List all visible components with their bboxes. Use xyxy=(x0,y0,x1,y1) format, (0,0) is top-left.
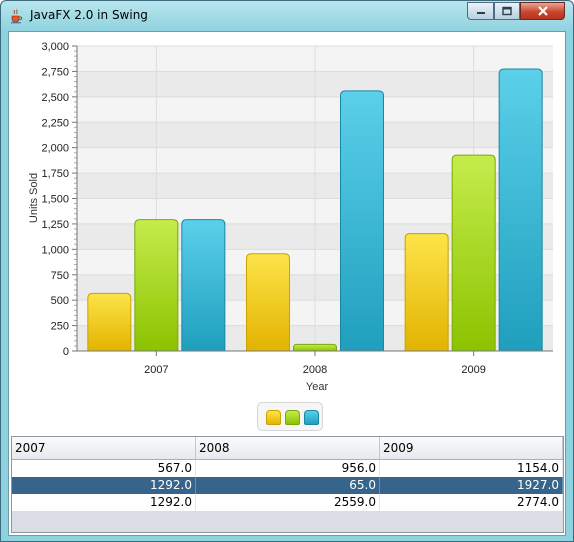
legend-swatch-series-2 xyxy=(285,410,300,425)
table-row[interactable]: 567.0 956.0 1154.0 xyxy=(12,460,563,477)
y-axis-title: Units Sold xyxy=(28,173,40,223)
x-axis-title: Year xyxy=(306,381,329,393)
legend-swatch-series-3 xyxy=(304,410,319,425)
bar xyxy=(134,219,179,352)
y-tick-label: 750 xyxy=(51,270,69,282)
table-cell[interactable]: 2559.0 xyxy=(196,494,380,511)
table-cell[interactable]: 65.0 xyxy=(196,477,380,494)
minimize-button[interactable] xyxy=(467,2,494,20)
table-cell[interactable]: 1154.0 xyxy=(380,460,563,477)
table-cell[interactable]: 1292.0 xyxy=(12,494,196,511)
bar xyxy=(451,154,496,352)
bar xyxy=(246,253,290,352)
table-header: 2007 2008 2009 xyxy=(12,437,563,460)
data-table[interactable]: 2007 2008 2009 567.0 956.0 1154.0 1292.0… xyxy=(11,436,564,533)
java-cup-icon xyxy=(11,9,23,24)
bar-series xyxy=(87,68,543,352)
close-icon xyxy=(537,6,548,16)
bar xyxy=(293,343,337,352)
table-cell[interactable]: 1927.0 xyxy=(380,477,563,494)
table-cell[interactable]: 956.0 xyxy=(196,460,380,477)
y-tick-label: 250 xyxy=(51,321,69,333)
bar xyxy=(181,219,226,352)
maximize-button[interactable] xyxy=(494,2,520,20)
table-cell[interactable]: 1292.0 xyxy=(12,477,196,494)
column-header-2007[interactable]: 2007 xyxy=(12,437,196,459)
y-tick-label: 1,750 xyxy=(41,168,69,180)
x-tick-label: 2007 xyxy=(144,364,168,376)
y-tick-label: 500 xyxy=(51,295,69,307)
column-header-2008[interactable]: 2008 xyxy=(196,437,380,459)
title-bar[interactable]: JavaFX 2.0 in Swing xyxy=(1,1,573,31)
legend-swatch-series-1 xyxy=(266,410,281,425)
y-tick-label: 1,000 xyxy=(41,244,69,256)
close-button[interactable] xyxy=(520,2,565,20)
y-tick-label: 2,500 xyxy=(41,92,69,104)
y-tick-label: 0 xyxy=(63,346,69,358)
maximize-icon xyxy=(502,6,512,16)
bar xyxy=(87,292,132,352)
bar xyxy=(404,233,449,352)
chart-legend xyxy=(257,402,323,431)
table-row[interactable]: 1292.0 2559.0 2774.0 xyxy=(12,494,563,511)
y-tick-label: 3,000 xyxy=(41,41,69,53)
bar-chart: 0 250 500 750 1,000 1,250 1,500 1,750 2,000 2,250… xyxy=(28,41,553,393)
table-body: 567.0 956.0 1154.0 1292.0 65.0 1927.0 12… xyxy=(12,460,563,511)
chart-axes: 0 250 500 750 1,000 1,250 1,500 1,750 2,000 2,250… xyxy=(41,41,553,376)
bar xyxy=(498,68,543,352)
y-tick-label: 1,500 xyxy=(41,194,69,206)
x-tick-label: 2008 xyxy=(303,364,327,376)
x-tick-label: 2009 xyxy=(461,364,485,376)
window-title: JavaFX 2.0 in Swing xyxy=(30,8,148,22)
table-row-selected[interactable]: 1292.0 65.0 1927.0 xyxy=(12,477,563,494)
y-tick-label: 2,250 xyxy=(41,117,69,129)
table-cell[interactable]: 567.0 xyxy=(12,460,196,477)
y-tick-label: 1,250 xyxy=(41,219,69,231)
bar xyxy=(340,90,384,352)
column-header-2009[interactable]: 2009 xyxy=(380,437,563,459)
y-tick-label: 2,750 xyxy=(41,66,69,78)
y-tick-label: 2,000 xyxy=(41,143,69,155)
minimize-icon xyxy=(476,12,485,14)
table-cell[interactable]: 2774.0 xyxy=(380,494,563,511)
content-panel: 0 250 500 750 1,000 1,250 1,500 1,750 2,000 2,250… xyxy=(8,31,566,536)
